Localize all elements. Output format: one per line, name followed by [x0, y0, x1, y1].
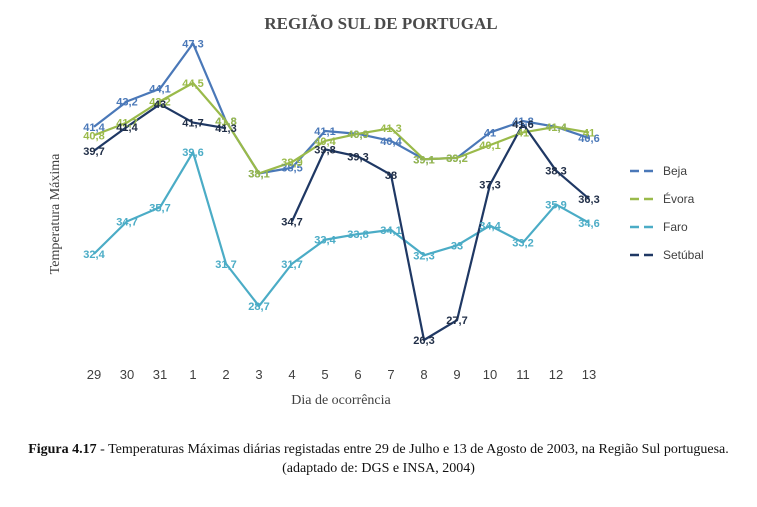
- data-label: 41,6: [512, 119, 533, 131]
- data-label: 39,7: [83, 146, 104, 158]
- x-tick-label: 11: [516, 367, 530, 382]
- data-labels: 41,443,244,147,341,838,1 38,541,1 40,940,4…: [83, 38, 599, 347]
- data-label: 28,7: [248, 301, 269, 313]
- data-label: 39,2: [446, 153, 467, 165]
- data-label: 34,7: [116, 216, 137, 228]
- data-label: 36,3: [578, 194, 599, 206]
- data-label: 32,4: [83, 249, 105, 261]
- x-tick-label: 30: [120, 367, 134, 382]
- x-tick-label: 4: [288, 367, 295, 382]
- data-label: 26,3: [413, 335, 434, 347]
- data-label: 34,7: [281, 216, 302, 228]
- data-label: 41,3: [380, 123, 401, 135]
- x-tick-label: 12: [549, 367, 563, 382]
- data-label: 39,3: [347, 151, 368, 163]
- data-label: 35,9: [545, 199, 566, 211]
- caption-figure-label: Figura 4.17: [28, 442, 97, 457]
- data-label: 44,5: [182, 78, 203, 90]
- data-label: 40,9: [347, 129, 368, 141]
- data-label: 40,9: [347, 129, 368, 141]
- data-label: 41,7: [116, 118, 137, 130]
- legend-label: Beja: [663, 164, 687, 178]
- data-label: 33,8: [347, 229, 368, 241]
- data-label: 39,2: [446, 153, 467, 165]
- x-tick-label: 5: [321, 367, 328, 382]
- x-tick-label: 9: [453, 367, 460, 382]
- figure-caption: Figura 4.17 - Temperaturas Máximas diári…: [0, 440, 757, 478]
- legend: Beja Évora Faro Setúbal: [630, 164, 704, 262]
- data-label: 35,7: [149, 202, 170, 214]
- data-label: 34,1: [380, 225, 401, 237]
- data-label: 31,7: [215, 259, 236, 271]
- y-axis-title: Temperatura Máxima: [48, 153, 63, 274]
- data-label: 43,2: [116, 96, 137, 108]
- x-axis-title: Dia de ocorrência: [291, 393, 391, 408]
- x-axis-ticks: 29 30 31 1 2 3 4 5 6 7 8 9 10 11 12 13: [87, 367, 596, 382]
- series-line-évora: [93, 81, 590, 175]
- x-tick-label: 8: [420, 367, 427, 382]
- data-label: 41,1: [314, 126, 335, 138]
- data-label: 43,2: [149, 96, 170, 108]
- data-label: 41: [484, 127, 496, 139]
- line-chart: REGIÃO SUL DE PORTUGAL Temperatura Máxim…: [48, 14, 704, 408]
- series-line-beja: [93, 42, 590, 175]
- legend-label: Évora: [663, 191, 695, 206]
- data-label: 41,7: [182, 118, 203, 130]
- data-label: 38,3: [545, 166, 566, 178]
- data-label: 41,4: [83, 122, 105, 134]
- caption-text: - Temperaturas Máximas diárias registada…: [96, 442, 729, 476]
- data-label: 39,1: [413, 154, 434, 166]
- x-tick-label: 29: [87, 367, 101, 382]
- data-label: 38,9: [281, 157, 302, 169]
- data-label: 38,1: [248, 168, 269, 180]
- data-label: 40,4: [380, 136, 402, 148]
- x-tick-label: 2: [222, 367, 229, 382]
- data-label: 38,1: [248, 168, 269, 180]
- data-label: 40,1: [479, 140, 500, 152]
- legend-label: Faro: [663, 220, 688, 234]
- data-label: 47,3: [182, 38, 203, 50]
- data-label: 32,3: [413, 250, 434, 262]
- data-label: 39,1: [413, 154, 434, 166]
- x-tick-label: 13: [582, 367, 596, 382]
- series-lines: [93, 42, 590, 342]
- data-label: 41,8: [215, 116, 236, 128]
- data-label: 44,1: [149, 84, 170, 96]
- data-label: 33: [451, 240, 463, 252]
- x-tick-label: 1: [189, 367, 196, 382]
- data-label: 41: [583, 127, 595, 139]
- x-tick-label: 3: [255, 367, 262, 382]
- data-label: 40,4: [314, 136, 336, 148]
- data-label: 41: [517, 127, 529, 139]
- data-label: 27,7: [446, 315, 467, 327]
- data-label: 39,8: [314, 144, 335, 156]
- x-tick-label: 7: [387, 367, 394, 382]
- data-label: 41,4: [545, 122, 567, 134]
- series-line-faro: [93, 151, 590, 308]
- data-label: 40,8: [83, 130, 104, 142]
- x-tick-label: 6: [354, 367, 361, 382]
- data-label: 31,7: [281, 259, 302, 271]
- data-label: 41,3: [215, 123, 236, 135]
- legend-label: Setúbal: [663, 248, 704, 262]
- data-label: 38: [385, 170, 397, 182]
- series-line-setúbal: [290, 122, 590, 342]
- data-label: 33,4: [314, 235, 336, 247]
- data-label: 34,6: [578, 218, 599, 230]
- data-label: 41,8: [215, 116, 236, 128]
- data-label: 41,4: [545, 122, 567, 134]
- chart-title: REGIÃO SUL DE PORTUGAL: [264, 14, 497, 33]
- data-label: 41,8: [512, 116, 533, 128]
- data-label: 40,6: [578, 133, 599, 145]
- data-label: 33,2: [512, 238, 533, 250]
- x-tick-label: 10: [483, 367, 497, 382]
- data-label: 37,3: [479, 180, 500, 192]
- data-label: 41,4: [116, 122, 138, 134]
- x-tick-label: 31: [153, 367, 167, 382]
- data-label: 43: [154, 99, 166, 111]
- data-label: 34,4: [479, 221, 501, 233]
- data-label: 39,6: [182, 147, 203, 159]
- data-label: 38,5: [281, 163, 302, 175]
